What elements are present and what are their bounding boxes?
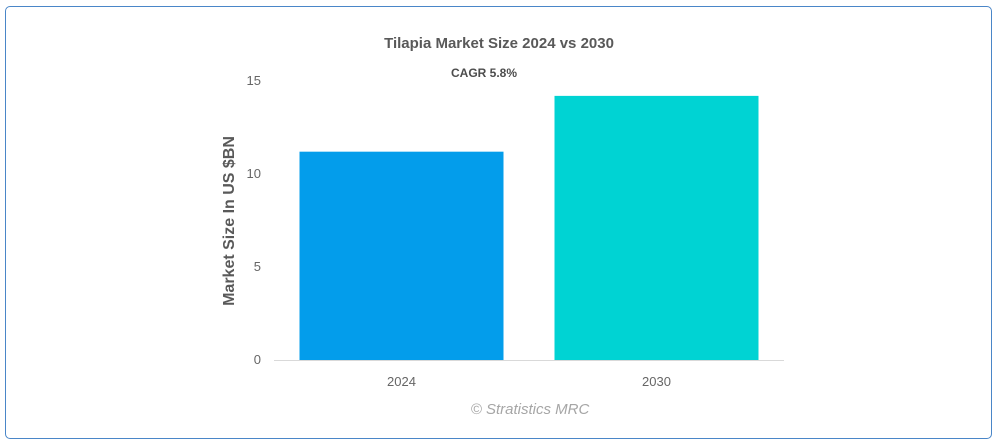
x-tick-label: 2024: [387, 374, 416, 389]
chart-title: Tilapia Market Size 2024 vs 2030: [384, 35, 614, 52]
chart-subtitle: CAGR 5.8%: [451, 66, 517, 80]
y-tick-label: 5: [254, 259, 261, 274]
x-axis: 2024 2030: [387, 374, 671, 389]
bar-2024: [299, 151, 504, 360]
y-axis-label: Market Size In US $BN: [221, 136, 238, 306]
bars: [299, 95, 759, 360]
y-tick-label: 0: [254, 352, 261, 367]
y-tick-label: 10: [247, 166, 261, 181]
bar-2030: [554, 95, 759, 360]
credit-text: © Stratistics MRC: [471, 401, 590, 418]
x-tick-label: 2030: [642, 374, 671, 389]
y-axis: 0 5 10 15: [247, 73, 261, 367]
y-tick-label: 15: [247, 73, 261, 88]
